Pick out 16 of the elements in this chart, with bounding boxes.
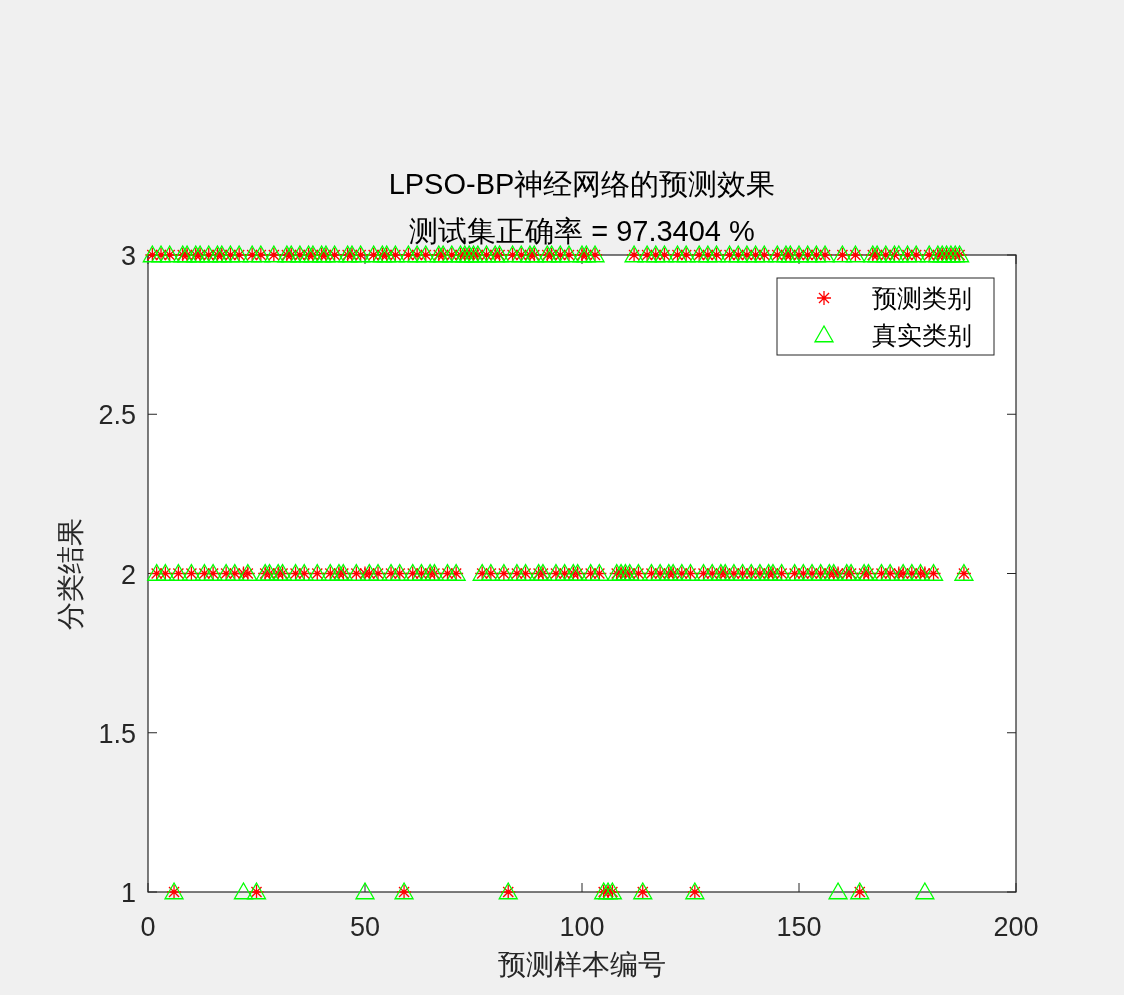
chart-subtitle: 测试集正确率 = 97.3404 % xyxy=(409,215,755,247)
y-axis-title: 分类结果 xyxy=(55,517,86,630)
y-tick-label: 3 xyxy=(120,241,136,271)
legend-label: 真实类别 xyxy=(872,321,972,349)
legend-label: 预测类别 xyxy=(872,284,972,312)
chart-title: LPSO-BP神经网络的预测效果 xyxy=(388,168,776,200)
x-tick-label: 200 xyxy=(993,912,1039,942)
y-tick-label: 2.5 xyxy=(98,400,136,431)
x-tick-label: 150 xyxy=(776,912,822,942)
x-tick-label: 50 xyxy=(349,912,381,942)
y-tick-label: 1 xyxy=(120,878,136,908)
x-tick-label: 100 xyxy=(559,912,605,942)
y-tick-label: 1.5 xyxy=(98,718,136,749)
y-tick-label: 2 xyxy=(120,559,136,590)
x-axis-title: 预测样本编号 xyxy=(498,949,666,980)
x-tick-label: 0 xyxy=(140,912,156,942)
